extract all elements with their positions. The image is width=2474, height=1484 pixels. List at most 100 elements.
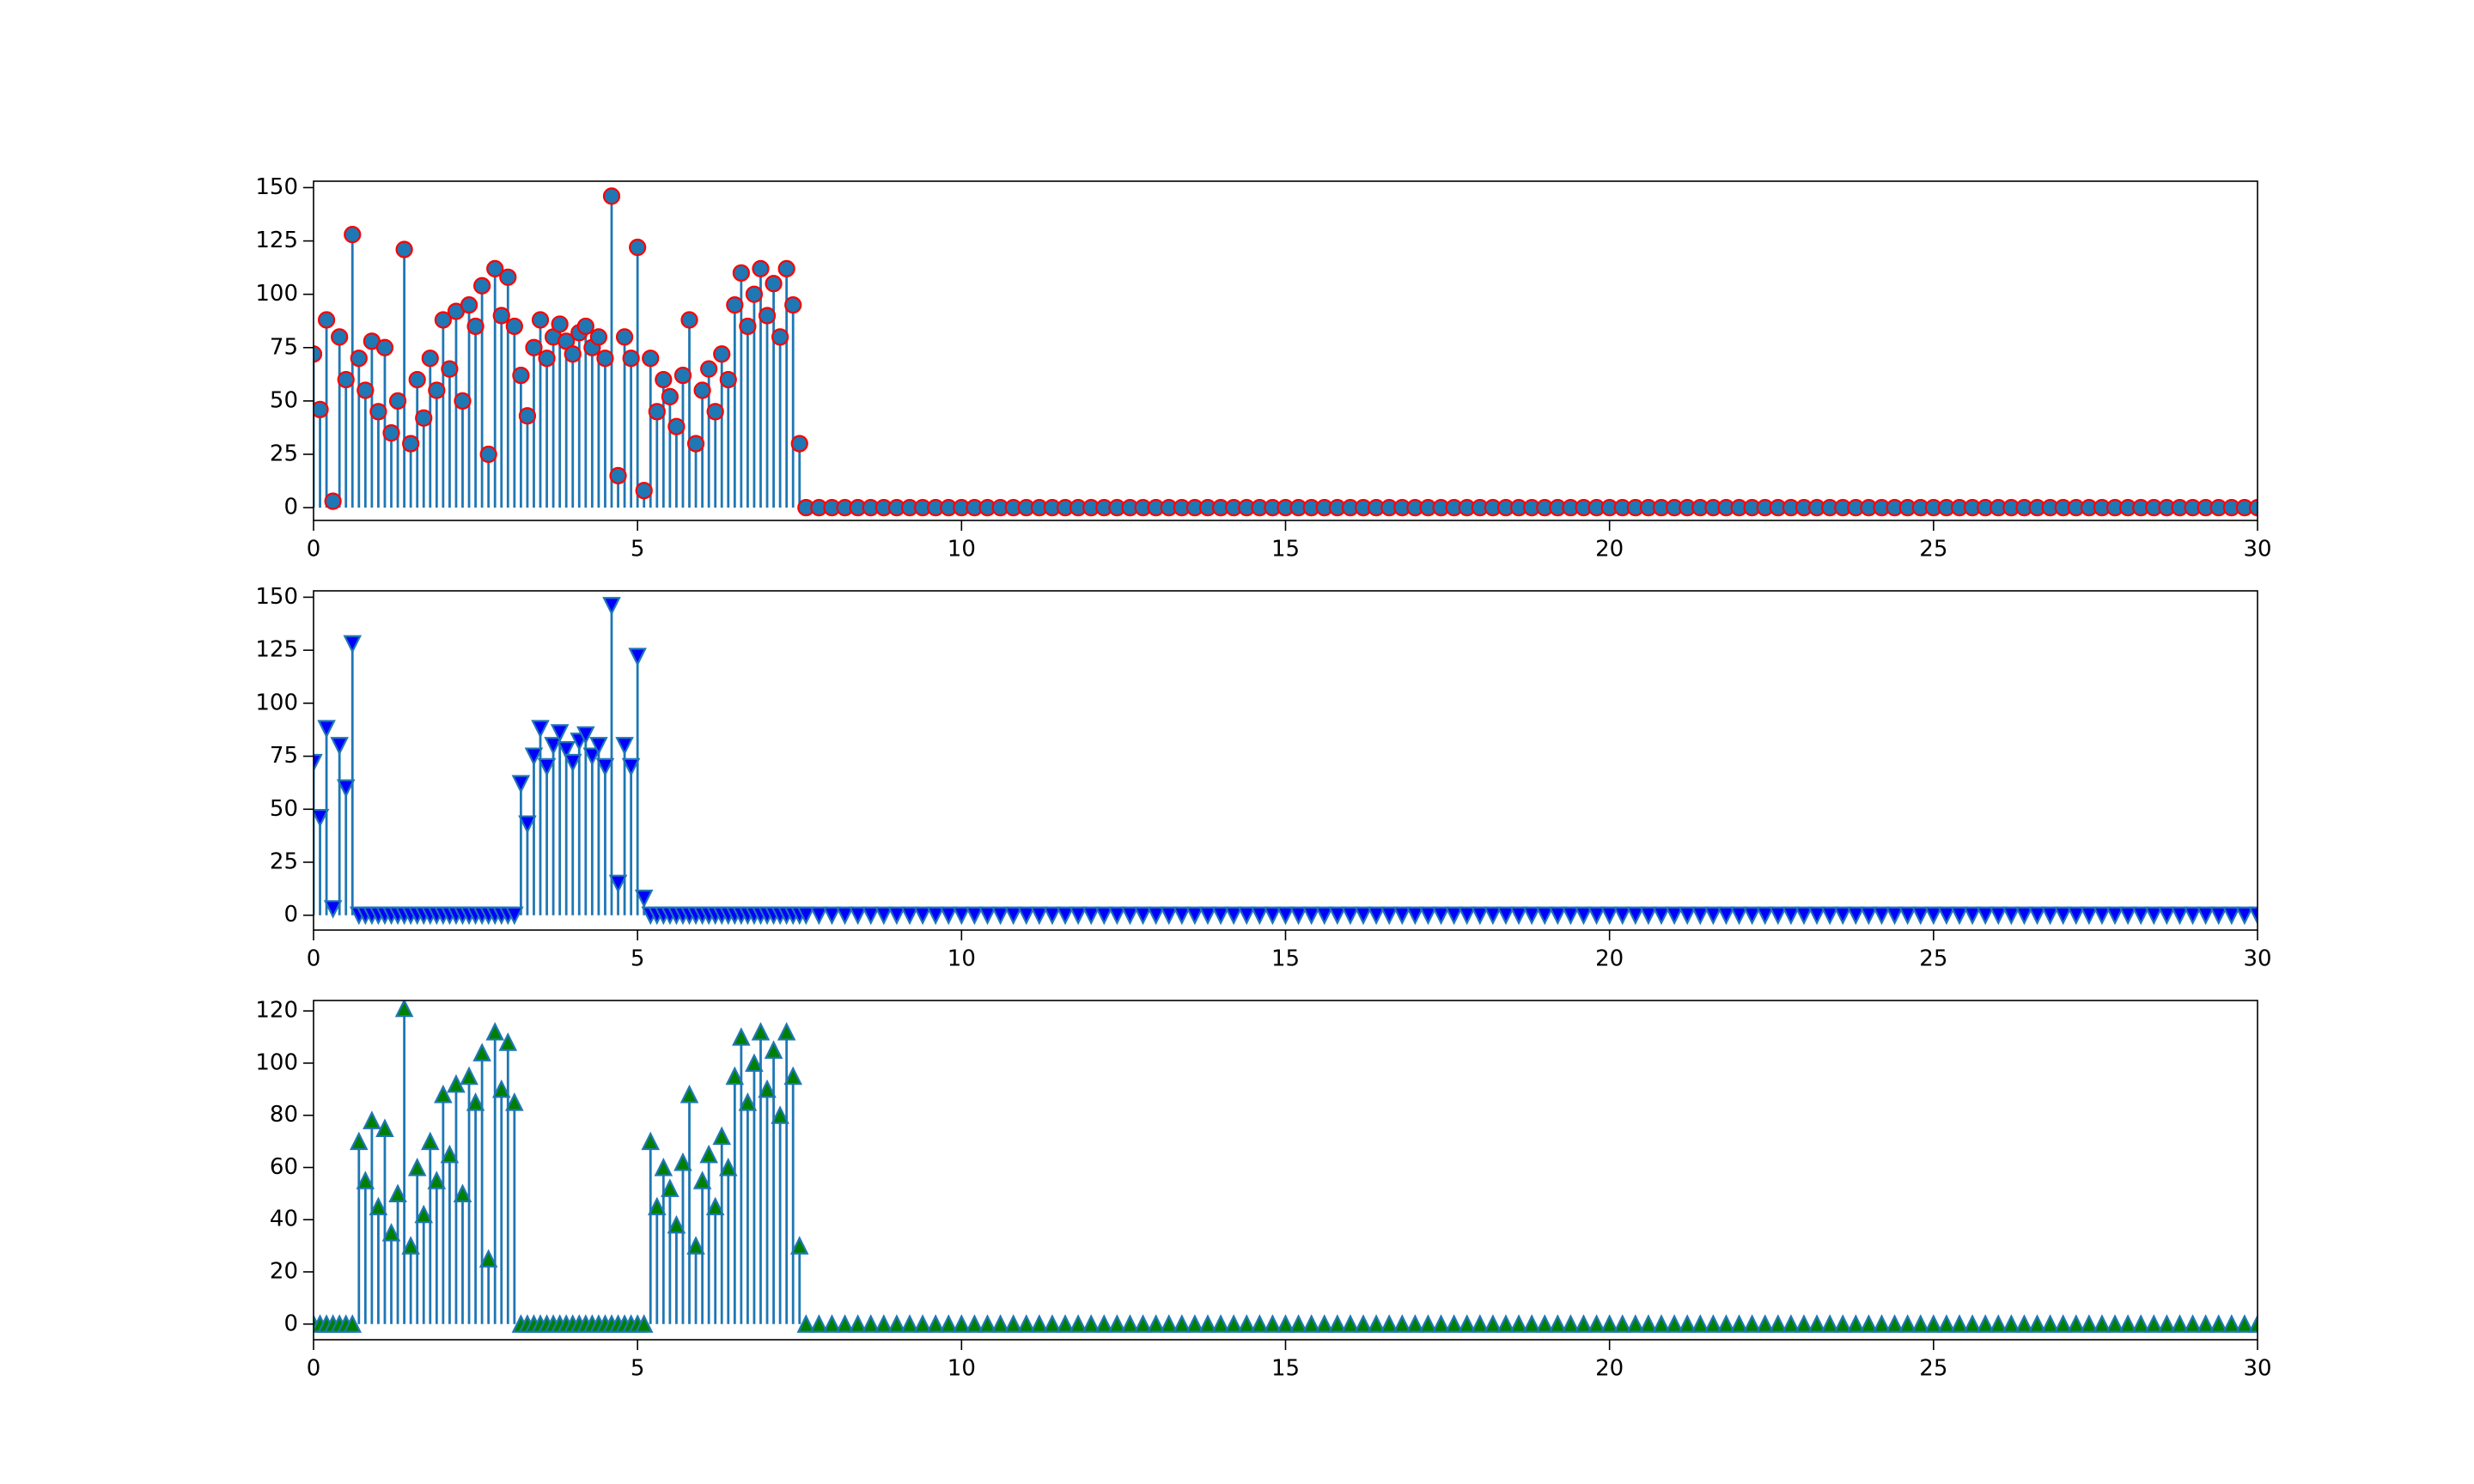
x-tick-label: 10 [948, 1356, 976, 1382]
y-tick-label: 100 [255, 281, 298, 307]
marker [655, 370, 673, 389]
y-tick-label: 20 [270, 1259, 298, 1285]
marker [1082, 1314, 1100, 1333]
marker [1484, 1314, 1502, 1333]
marker [705, 1196, 725, 1216]
marker [1457, 906, 1477, 926]
marker [336, 779, 356, 799]
marker [725, 1066, 745, 1086]
marker [1626, 906, 1645, 926]
marker [1471, 1314, 1490, 1333]
marker [848, 906, 868, 926]
marker [1574, 906, 1593, 926]
marker [789, 1236, 809, 1255]
y-tick-label: 125 [255, 637, 298, 663]
marker [1755, 1314, 1775, 1333]
x-tick-label: 0 [307, 1356, 321, 1382]
marker [1859, 906, 1879, 926]
y-tick-label: 150 [255, 174, 298, 200]
marker [1872, 906, 1892, 926]
y-tick-label: 125 [255, 228, 298, 253]
marker [765, 275, 783, 293]
marker [2014, 906, 2034, 926]
marker [1782, 1314, 1801, 1333]
marker [428, 381, 446, 399]
marker [1431, 1314, 1451, 1333]
marker [1211, 906, 1230, 926]
y-tick-label: 0 [283, 495, 298, 520]
marker [1431, 906, 1451, 926]
marker [1898, 1314, 1917, 1333]
marker [2170, 1314, 2190, 1333]
marker [2183, 906, 2203, 926]
marker [369, 1196, 388, 1216]
marker [835, 906, 855, 926]
marker [1224, 906, 1243, 926]
marker [356, 1171, 375, 1189]
marker [1392, 906, 1412, 926]
y-tick-label: 75 [270, 743, 298, 769]
marker [667, 417, 686, 435]
marker [1120, 1314, 1140, 1333]
x-tick-label: 25 [1919, 537, 1947, 563]
x-tick-label: 25 [1919, 946, 1947, 972]
marker [1924, 1314, 1943, 1333]
marker [381, 1222, 401, 1242]
marker [939, 1314, 959, 1333]
marker [719, 370, 737, 389]
marker [1056, 906, 1075, 926]
marker [712, 1126, 732, 1146]
marker [1380, 906, 1398, 926]
marker [1159, 906, 1179, 926]
marker [1820, 906, 1839, 926]
marker [965, 1314, 984, 1333]
marker [1612, 906, 1632, 926]
marker [1484, 906, 1502, 926]
marker [1561, 906, 1581, 926]
marker [1665, 906, 1684, 926]
marker [2235, 906, 2254, 926]
marker [1133, 1314, 1153, 1333]
marker [835, 1314, 855, 1333]
marker [1016, 1314, 1036, 1333]
marker [661, 387, 679, 406]
marker [460, 295, 478, 314]
marker [505, 317, 523, 336]
marker [441, 360, 459, 378]
marker [1678, 1314, 1697, 1333]
marker [596, 350, 614, 368]
marker [524, 747, 544, 767]
marker [609, 466, 627, 484]
marker [2093, 1314, 2111, 1333]
marker [1094, 906, 1114, 926]
x-tick-label: 15 [1271, 1356, 1300, 1382]
marker [809, 1314, 829, 1333]
marker [1872, 1314, 1892, 1333]
marker [492, 307, 510, 325]
marker [414, 1204, 434, 1224]
marker [1328, 1314, 1347, 1333]
marker [1976, 1314, 1995, 1333]
marker [1354, 906, 1373, 926]
plot-area [314, 1000, 2258, 1333]
marker [1885, 906, 1904, 926]
marker [369, 403, 387, 421]
marker [2105, 906, 2124, 926]
marker [2157, 1314, 2177, 1333]
marker [314, 809, 330, 828]
marker [1016, 906, 1036, 926]
marker [1859, 1314, 1879, 1333]
marker [1574, 1314, 1593, 1333]
y-tick-label: 120 [255, 998, 298, 1024]
marker [2209, 1314, 2228, 1333]
marker [2080, 1314, 2099, 1333]
y-tick-label: 100 [255, 1049, 298, 1075]
y-tick-label: 25 [270, 441, 298, 466]
marker [1729, 1314, 1749, 1333]
marker [576, 726, 595, 745]
marker [900, 906, 919, 926]
marker [667, 1214, 686, 1234]
plot-area [314, 597, 2258, 926]
marker [2235, 1314, 2254, 1333]
